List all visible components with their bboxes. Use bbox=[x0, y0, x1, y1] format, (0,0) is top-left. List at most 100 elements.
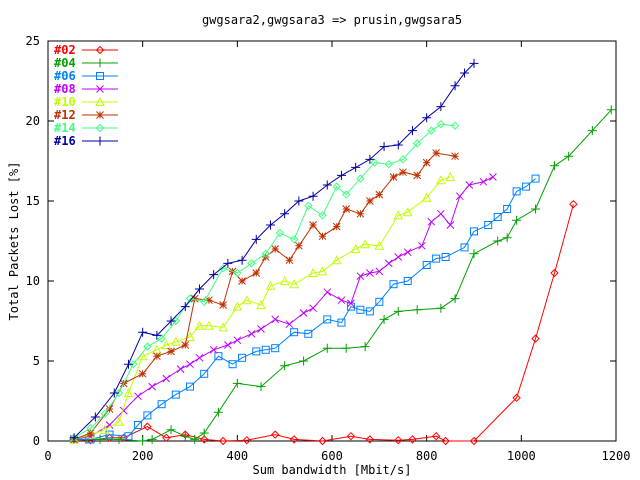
data-point bbox=[105, 430, 114, 439]
series-line bbox=[73, 176, 494, 440]
data-point bbox=[393, 306, 403, 316]
data-point bbox=[143, 342, 152, 351]
data-point bbox=[318, 211, 327, 220]
data-point bbox=[394, 435, 403, 445]
data-point bbox=[403, 248, 412, 257]
data-point bbox=[531, 334, 540, 343]
series-2 bbox=[69, 105, 616, 446]
data-point bbox=[218, 263, 228, 273]
data-point bbox=[241, 295, 252, 305]
data-point bbox=[232, 378, 242, 388]
data-point bbox=[407, 126, 417, 136]
data-point bbox=[157, 334, 166, 343]
data-point bbox=[219, 301, 227, 309]
data-point bbox=[223, 258, 233, 268]
data-point bbox=[138, 436, 148, 446]
data-point bbox=[228, 360, 237, 369]
data-point bbox=[356, 272, 365, 281]
data-point bbox=[450, 81, 460, 91]
data-point bbox=[238, 353, 247, 362]
data-point bbox=[422, 261, 431, 269]
data-point bbox=[289, 435, 299, 444]
data-point bbox=[138, 369, 147, 378]
data-point bbox=[232, 301, 243, 311]
data-point bbox=[469, 249, 479, 259]
data-point bbox=[180, 431, 190, 441]
series-4 bbox=[70, 173, 497, 444]
data-point bbox=[366, 269, 374, 277]
data-point bbox=[441, 253, 450, 261]
x-axis-label: Sum bandwidth [Mbit/s] bbox=[253, 463, 412, 477]
data-point bbox=[105, 433, 114, 443]
data-point bbox=[436, 119, 446, 129]
data-point bbox=[531, 204, 541, 214]
data-point bbox=[503, 205, 512, 213]
data-point bbox=[412, 305, 422, 315]
data-point bbox=[484, 221, 493, 229]
data-point bbox=[384, 259, 393, 268]
data-point bbox=[356, 174, 365, 183]
data-point bbox=[445, 171, 456, 181]
x-tick-label: 1000 bbox=[507, 449, 536, 463]
data-point bbox=[199, 428, 209, 438]
data-point bbox=[123, 359, 133, 369]
data-point bbox=[256, 299, 266, 309]
data-point bbox=[199, 297, 209, 307]
data-point bbox=[374, 240, 385, 250]
data-point bbox=[356, 209, 365, 218]
data-point bbox=[356, 305, 365, 314]
data-point bbox=[450, 294, 460, 304]
data-point bbox=[493, 236, 503, 246]
data-point bbox=[375, 267, 384, 276]
data-point bbox=[479, 177, 488, 186]
data-point bbox=[422, 113, 432, 123]
x-tick-label: 600 bbox=[321, 449, 343, 463]
data-point bbox=[318, 436, 327, 446]
series-line bbox=[73, 204, 574, 442]
data-point bbox=[271, 344, 280, 353]
data-point bbox=[95, 58, 105, 68]
data-point bbox=[100, 409, 110, 419]
data-point bbox=[95, 123, 105, 133]
data-point bbox=[214, 352, 223, 361]
data-point bbox=[86, 423, 95, 433]
data-point bbox=[213, 407, 223, 417]
data-point bbox=[167, 347, 175, 356]
data-point bbox=[446, 221, 455, 229]
y-tick-label: 15 bbox=[26, 194, 40, 208]
data-point bbox=[280, 361, 290, 371]
data-point bbox=[252, 347, 261, 356]
series-6 bbox=[70, 149, 459, 444]
data-point bbox=[470, 227, 478, 236]
data-point bbox=[384, 159, 394, 169]
data-point bbox=[337, 296, 346, 305]
data-point bbox=[265, 220, 275, 230]
data-point bbox=[137, 351, 148, 361]
data-point bbox=[170, 336, 181, 346]
data-point bbox=[105, 421, 114, 429]
data-point bbox=[190, 434, 200, 444]
data-point bbox=[436, 303, 446, 313]
data-point bbox=[209, 345, 218, 354]
data-point bbox=[422, 158, 431, 167]
legend-label: #10 bbox=[54, 95, 76, 109]
data-point bbox=[162, 433, 171, 443]
data-point bbox=[114, 416, 124, 426]
data-point bbox=[375, 190, 384, 199]
x-tick-label: 400 bbox=[226, 449, 248, 463]
data-point bbox=[522, 182, 531, 191]
series-layer bbox=[69, 58, 616, 446]
data-point bbox=[441, 436, 450, 446]
data-point bbox=[95, 434, 105, 444]
data-point bbox=[299, 356, 309, 366]
data-point bbox=[375, 297, 384, 306]
data-point bbox=[143, 422, 152, 431]
data-point bbox=[450, 121, 460, 131]
data-point bbox=[437, 209, 445, 218]
data-point bbox=[105, 405, 114, 413]
data-point bbox=[379, 314, 389, 324]
data-point bbox=[180, 302, 190, 312]
series-line bbox=[73, 123, 456, 439]
data-point bbox=[247, 329, 256, 338]
data-point bbox=[332, 222, 341, 231]
